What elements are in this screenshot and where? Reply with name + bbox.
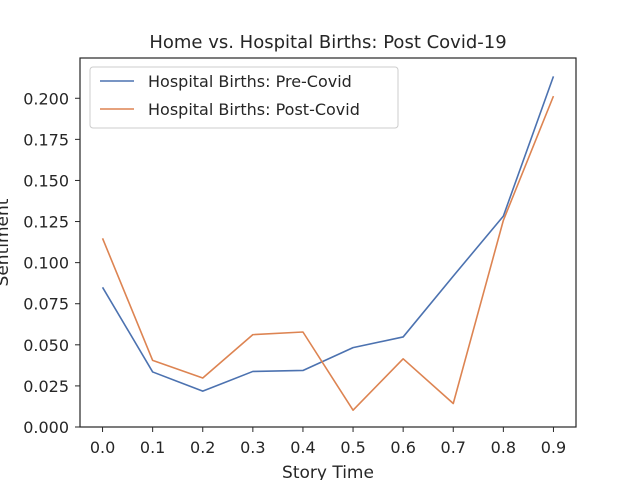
y-tick-label: 0.200 xyxy=(23,89,69,108)
series-line-1 xyxy=(101,76,555,392)
x-tick-label: 0.4 xyxy=(290,438,315,457)
legend: Hospital Births: Pre-Covid Hospital Birth… xyxy=(89,66,399,129)
y-tick-label: 0.075 xyxy=(23,295,69,314)
x-tick-label: 0.0 xyxy=(90,438,115,457)
y-tick-label: 0.000 xyxy=(23,418,69,437)
x-tick-label: 0.1 xyxy=(140,438,165,457)
x-tick-label: 0.7 xyxy=(441,438,466,457)
y-tick-label: 0.125 xyxy=(23,213,69,232)
x-tick-label: 0.6 xyxy=(390,438,415,457)
y-tick-label: 0.150 xyxy=(23,171,69,190)
y-tick-label: 0.100 xyxy=(23,254,69,273)
y-tick-label: 0.025 xyxy=(23,377,69,396)
chart-title: Home vs. Hospital Births: Post Covid-19 xyxy=(149,32,506,53)
y-axis-title: Sentiment xyxy=(0,198,13,286)
x-axis-title: Story Time xyxy=(282,463,374,480)
y-axis: 0.000 0.025 0.050 0.075 0.100 0.125 0.150 0.175… xyxy=(23,89,80,437)
x-tick-label: 0.9 xyxy=(541,438,566,457)
y-tick-label: 0.175 xyxy=(23,130,69,149)
x-axis: 0.0 0.1 0.2 0.3 0.4 0.5 0.6 0.7 0.8 0.9 xyxy=(90,427,566,457)
y-tick-label: 0.050 xyxy=(23,336,69,355)
x-tick-label: 0.3 xyxy=(240,438,265,457)
series-layer xyxy=(101,76,555,412)
x-tick-label: 0.2 xyxy=(190,438,215,457)
series-line-2 xyxy=(101,95,555,412)
legend-label: Hospital Births: Pre-Covid xyxy=(148,72,352,91)
legend-box xyxy=(89,66,399,129)
legend-label: Hospital Births: Post-Covid xyxy=(148,100,360,119)
x-tick-label: 0.5 xyxy=(340,438,365,457)
plot-area xyxy=(79,57,577,428)
x-tick-label: 0.8 xyxy=(491,438,516,457)
